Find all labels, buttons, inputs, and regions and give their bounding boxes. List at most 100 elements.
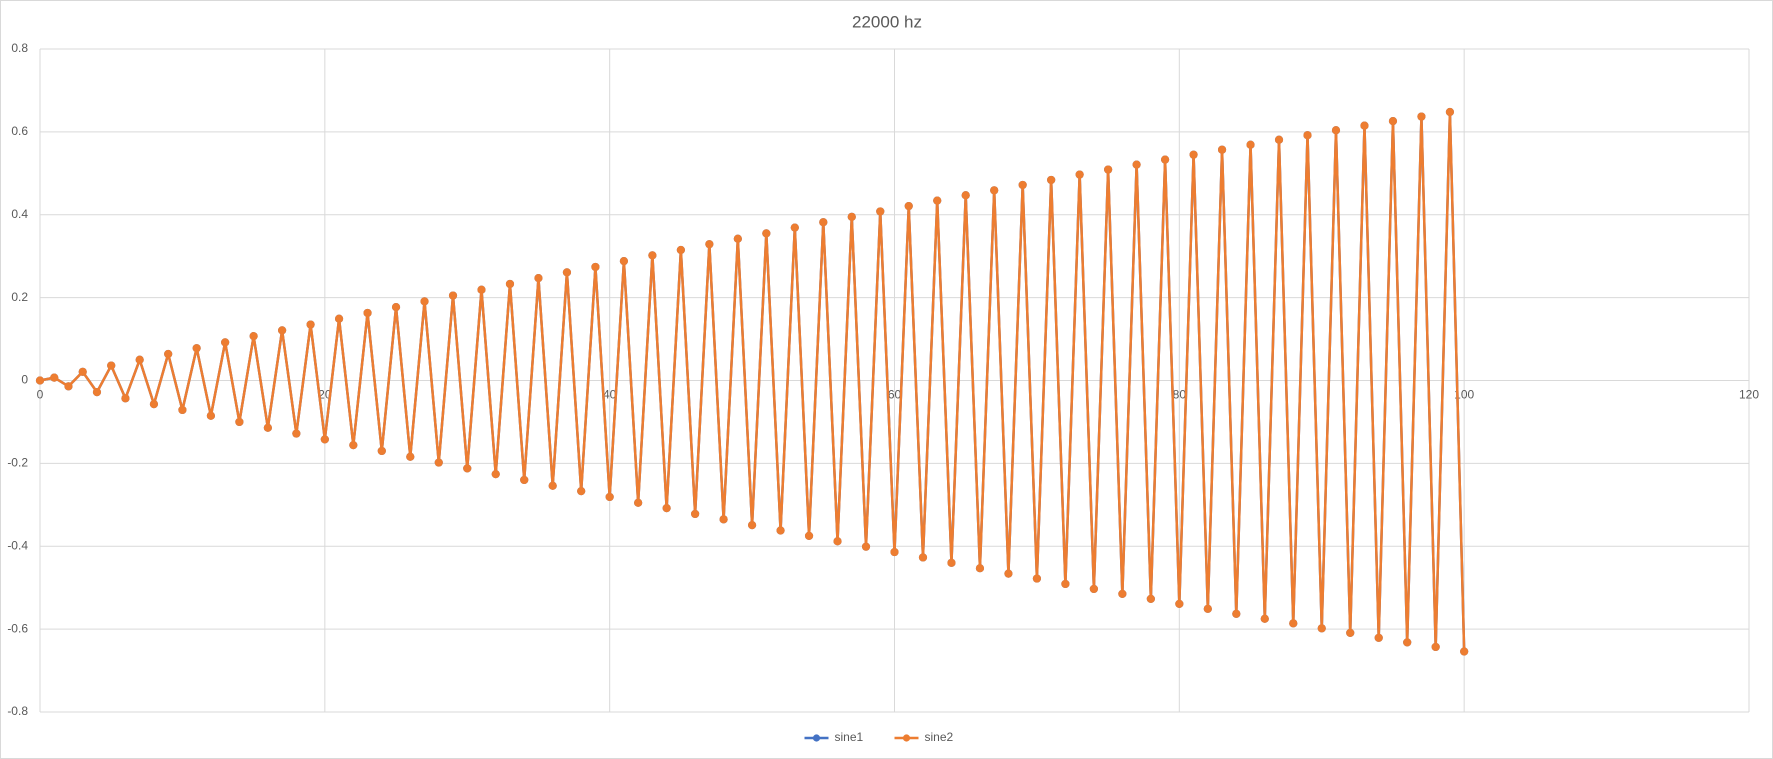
data-point xyxy=(1431,642,1440,652)
data-point xyxy=(1460,647,1469,656)
data-point xyxy=(591,262,600,272)
data-point xyxy=(149,400,159,409)
x-tick-label: 40 xyxy=(603,388,617,402)
data-point xyxy=(1104,165,1113,174)
data-point xyxy=(619,257,629,266)
data-point xyxy=(1061,579,1070,589)
legend-label: sine2 xyxy=(925,730,954,744)
data-point xyxy=(1132,160,1141,169)
legend-marker xyxy=(902,734,911,742)
x-tick-label: 100 xyxy=(1454,388,1474,402)
data-point xyxy=(164,349,173,359)
data-point xyxy=(1004,569,1013,578)
data-point xyxy=(1018,180,1027,190)
y-tick-label: -0.4 xyxy=(7,538,28,552)
data-point xyxy=(520,475,529,485)
data-point xyxy=(320,435,329,444)
y-tick-label: -0.6 xyxy=(7,621,28,635)
legend-label: sine1 xyxy=(835,730,864,744)
data-point xyxy=(577,487,586,496)
data-point xyxy=(235,417,244,427)
data-point xyxy=(1246,140,1255,149)
legend-marker xyxy=(812,734,821,742)
data-point xyxy=(861,542,871,551)
data-point xyxy=(1417,112,1426,121)
data-point xyxy=(1118,589,1127,599)
data-point xyxy=(463,464,472,473)
data-point xyxy=(448,291,458,300)
x-tick-label: 80 xyxy=(1173,388,1187,402)
data-point xyxy=(477,285,486,294)
data-point xyxy=(1317,624,1326,633)
data-point xyxy=(562,268,572,277)
data-point xyxy=(605,492,614,502)
data-point xyxy=(349,441,358,450)
data-point xyxy=(406,452,415,461)
data-point xyxy=(107,361,116,370)
data-point xyxy=(505,279,515,289)
data-point xyxy=(1089,584,1098,594)
y-tick-label: -0.8 xyxy=(7,704,28,718)
data-point xyxy=(1360,121,1369,130)
data-point xyxy=(221,338,230,347)
data-point xyxy=(363,308,372,318)
data-point xyxy=(1032,574,1042,583)
y-tick-label: 0 xyxy=(21,373,28,387)
y-tick-label: 0.6 xyxy=(11,124,28,138)
data-point xyxy=(1274,135,1284,144)
data-point xyxy=(719,515,728,524)
data-point xyxy=(263,423,272,432)
data-point xyxy=(278,326,287,335)
x-tick-label: 20 xyxy=(318,388,332,402)
data-point xyxy=(648,251,657,260)
data-point xyxy=(1403,638,1412,647)
data-point xyxy=(491,470,500,479)
data-point xyxy=(92,388,102,397)
data-point xyxy=(733,234,742,243)
data-point xyxy=(1289,619,1298,628)
data-point xyxy=(391,303,401,312)
data-point xyxy=(1445,107,1455,117)
data-point xyxy=(904,201,913,211)
data-point xyxy=(1175,599,1184,608)
data-point xyxy=(876,207,885,216)
data-point xyxy=(1331,126,1341,135)
data-point xyxy=(50,373,59,382)
data-point xyxy=(990,186,999,195)
data-point xyxy=(847,212,856,221)
data-point xyxy=(1388,117,1398,126)
data-point xyxy=(804,531,814,540)
data-point xyxy=(35,376,45,385)
x-tick-label: 120 xyxy=(1739,388,1759,402)
data-point xyxy=(178,405,187,415)
data-point xyxy=(1075,170,1084,179)
data-point xyxy=(1189,150,1198,159)
data-point xyxy=(933,196,942,205)
data-point xyxy=(961,191,970,200)
data-point xyxy=(420,297,429,306)
data-point xyxy=(790,223,799,232)
data-point xyxy=(975,564,985,573)
data-point xyxy=(434,458,443,467)
data-point xyxy=(249,332,258,341)
data-point xyxy=(918,553,928,562)
data-point xyxy=(776,526,785,535)
data-point xyxy=(1232,609,1241,618)
data-point xyxy=(192,344,201,353)
data-point xyxy=(1217,145,1227,154)
data-point xyxy=(377,446,386,456)
data-point xyxy=(890,547,899,557)
x-tick-label: 60 xyxy=(888,388,902,402)
data-point xyxy=(1303,131,1312,140)
data-point xyxy=(676,245,685,255)
data-point xyxy=(548,481,557,490)
x-tick-label: 0 xyxy=(37,388,44,402)
data-point xyxy=(534,274,543,283)
data-point xyxy=(1346,628,1355,637)
y-tick-label: 0.2 xyxy=(11,290,28,304)
y-tick-label: 0.4 xyxy=(11,207,28,221)
data-point xyxy=(947,558,956,567)
data-point xyxy=(833,537,842,546)
